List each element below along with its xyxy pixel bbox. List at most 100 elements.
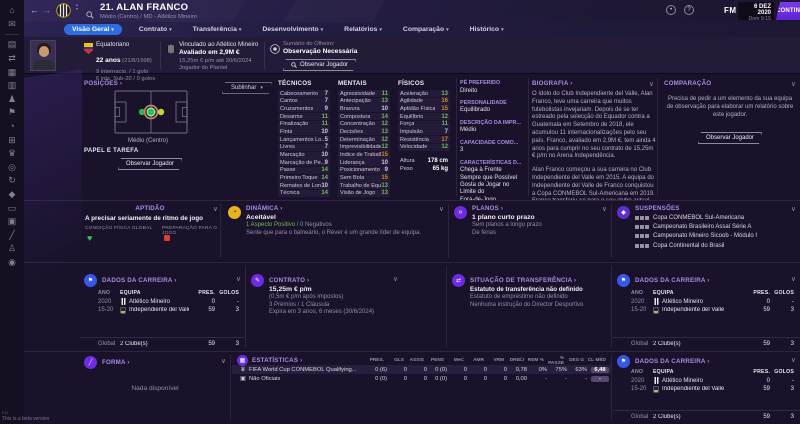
stadium-icon[interactable]: ▭ bbox=[7, 202, 17, 213]
form-chart-icon: ╱ bbox=[84, 356, 97, 369]
media-icon[interactable]: ▣ bbox=[7, 216, 17, 227]
attribute-value: 10 bbox=[321, 182, 328, 189]
chevron-down-icon[interactable]: ∨ bbox=[790, 357, 796, 364]
attribute-row: Resistência 17 bbox=[398, 136, 450, 144]
tab-desenvolvimento[interactable]: Desenvolvimento ▾ bbox=[258, 24, 327, 35]
career-table: ANO EQUIPA PRES. GOLOS 2020 Atlético Mineiro 0… bbox=[613, 368, 800, 394]
home-icon[interactable]: ⌂ bbox=[9, 5, 15, 16]
career-col-club: EQUIPA bbox=[653, 369, 674, 376]
career-year: 15-20 bbox=[631, 307, 647, 314]
club-crest-icon[interactable] bbox=[56, 3, 71, 22]
chevron-down-icon[interactable]: ∨ bbox=[438, 206, 444, 213]
search-icon bbox=[291, 62, 297, 68]
fitness-headline: A precisar seriamente de ritmo de jogo bbox=[85, 215, 204, 222]
career-table: ANO EQUIPA PRES. GOLOS 2020 Atlético Mineiro 0… bbox=[613, 289, 800, 315]
attribute-row: Passe 14 bbox=[278, 166, 330, 174]
notifications-icon[interactable]: • bbox=[666, 5, 676, 15]
biography-title: BIOGRAFIA › bbox=[532, 80, 573, 87]
alerts-icon[interactable]: ◉ bbox=[8, 256, 16, 267]
club-switcher-icon[interactable]: ▴ ▾ bbox=[76, 2, 79, 11]
scout-block: Sumário do Olheiro: Observação Necessári… bbox=[283, 41, 357, 73]
scout-label: Sumário do Olheiro: bbox=[283, 41, 335, 47]
schedule-icon[interactable]: ▥ bbox=[7, 80, 17, 91]
calendar-icon[interactable]: ⊞ bbox=[8, 134, 16, 145]
career-total-clubs: 2 Clube(s) bbox=[120, 340, 148, 347]
card-slot bbox=[635, 216, 639, 220]
analysis-icon[interactable]: ╱ bbox=[9, 229, 15, 240]
career-col-year: ANO bbox=[631, 369, 644, 376]
tab-relatórios[interactable]: Relatórios ▾ bbox=[340, 24, 386, 35]
readiness-square-icon bbox=[164, 235, 170, 241]
chevron-down-icon[interactable]: ∨ bbox=[790, 276, 796, 283]
nationality: Equatoriano bbox=[96, 41, 130, 48]
transfers-icon[interactable]: ⇄ bbox=[8, 53, 16, 64]
card-slots bbox=[635, 225, 649, 230]
competition-name: Campeonato Brasileiro Assaí Série A bbox=[653, 224, 752, 231]
stats-value: 75% bbox=[555, 366, 567, 373]
reports-icon[interactable]: ▦ bbox=[7, 66, 17, 77]
chevron-down-icon[interactable]: ∨ bbox=[220, 358, 226, 365]
card-slot bbox=[645, 234, 649, 239]
career-goals: 3 bbox=[790, 386, 794, 393]
observe-player-button[interactable]: Observar Jogador bbox=[118, 158, 182, 170]
scouting-icon[interactable]: ◎ bbox=[8, 161, 16, 172]
chevron-down-icon[interactable]: ∨ bbox=[790, 81, 796, 88]
attribute-value: 10 bbox=[321, 128, 328, 135]
continue-button[interactable]: CONTINUAR » bbox=[776, 2, 800, 20]
back-button[interactable]: ← bbox=[30, 5, 39, 15]
technical-attributes: TÉCNICOS Cabeceamento 7 Cantos 7 Cruzamentos 9… bbox=[278, 80, 330, 198]
scout-player-button[interactable]: Observar Jogador bbox=[283, 59, 356, 71]
attribute-name: Velocidade bbox=[400, 144, 428, 151]
competitions-icon[interactable]: ♛ bbox=[7, 148, 17, 159]
tab-transferência[interactable]: Transferência ▾ bbox=[189, 24, 246, 35]
attribute-value: 9 bbox=[324, 105, 328, 112]
finances-icon[interactable]: ↻ bbox=[8, 175, 16, 186]
chevron-down-icon[interactable]: ∨ bbox=[790, 206, 796, 213]
average-rating-badge: 6,48 bbox=[591, 366, 609, 373]
attribute-group-title: TÉCNICOS bbox=[278, 80, 312, 87]
development-icon[interactable]: ♙ bbox=[7, 243, 17, 254]
divider bbox=[448, 204, 449, 258]
tab-histórico[interactable]: Histórico ▾ bbox=[466, 24, 508, 35]
chevron-down-icon[interactable]: ∨ bbox=[648, 81, 654, 88]
profile-label: CAPACIDADE COMO... bbox=[460, 139, 519, 146]
staff-icon[interactable]: ♟ bbox=[7, 93, 17, 104]
dynamics-icon[interactable]: ◔ bbox=[9, 121, 15, 132]
stats-col-des-g: DES G bbox=[569, 358, 584, 363]
chevron-down-icon[interactable]: ∨ bbox=[392, 276, 398, 283]
attribute-value: 12 bbox=[441, 144, 448, 151]
chevron-down-icon[interactable]: ∨ bbox=[235, 276, 241, 283]
tab-contrato[interactable]: Contrato ▾ bbox=[135, 24, 176, 35]
chevron-down-icon[interactable]: ∨ bbox=[601, 206, 607, 213]
attribute-value: 12 bbox=[381, 121, 388, 128]
stats-value: 0 bbox=[503, 366, 507, 373]
day-time-text: Dom 9:15 bbox=[748, 16, 772, 22]
condition-heart-icon: ♥ bbox=[87, 233, 93, 243]
forward-button[interactable]: → bbox=[42, 5, 51, 15]
highlight-dropdown[interactable]: Sublinhar ▾ bbox=[222, 82, 272, 94]
help-icon[interactable]: ? bbox=[684, 5, 694, 15]
search-icon[interactable] bbox=[86, 6, 94, 22]
attribute-group-title: MENTAIS bbox=[338, 80, 367, 87]
stats-rating: 6,48 bbox=[587, 366, 609, 373]
career-club-name: Atlético Mineiro bbox=[662, 377, 704, 384]
inbox-icon[interactable]: ✉ bbox=[8, 18, 16, 29]
attribute-value: 10 bbox=[381, 159, 388, 166]
card-slots bbox=[635, 243, 649, 248]
career-year: 2020 bbox=[631, 298, 645, 305]
tab-comparação[interactable]: Comparação ▾ bbox=[399, 24, 453, 35]
club-icon[interactable]: ◆ bbox=[8, 189, 16, 200]
attribute-value: 14 bbox=[321, 175, 328, 182]
player-value: Avaliado em 2,9M € bbox=[179, 49, 240, 56]
training-icon[interactable]: ⚑ bbox=[7, 107, 17, 118]
chevron-down-icon[interactable]: ∨ bbox=[212, 206, 218, 213]
stats-value: 0 bbox=[423, 375, 427, 382]
career-year: 2020 bbox=[631, 377, 645, 384]
stats-value: 0 bbox=[403, 366, 407, 373]
profile-label: CARACTERÍSTICAS D... bbox=[460, 159, 522, 166]
attribute-row: Marcação 10 bbox=[278, 151, 330, 159]
attribute-row: Força 11 bbox=[398, 120, 450, 128]
tab-visão-geral[interactable]: Visão Geral ▾ bbox=[64, 24, 122, 35]
squad-icon[interactable]: ▤ bbox=[7, 39, 17, 50]
comparison-observe-button[interactable]: Observar Jogador bbox=[698, 132, 762, 144]
